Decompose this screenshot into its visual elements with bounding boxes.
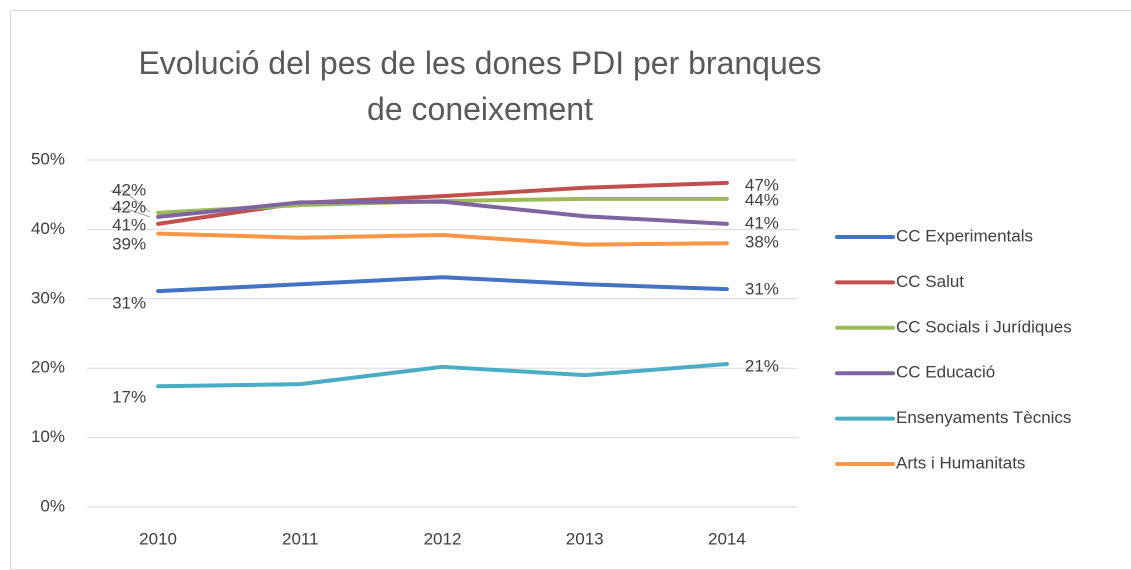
legend-label: CC Salut <box>896 272 964 291</box>
data-label: 42% <box>112 180 146 199</box>
data-label: 41% <box>745 213 779 232</box>
legend-label: CC Socials i Jurídiques <box>896 317 1072 336</box>
legend-label: Arts i Humanitats <box>896 453 1025 472</box>
y-tick-label: 10% <box>31 427 65 446</box>
data-label: 41% <box>112 215 146 234</box>
x-tick-label: 2011 <box>282 529 319 548</box>
x-tick-label: 2014 <box>708 529 746 548</box>
chart-title: Evolució del pes de les dones PDI per br… <box>138 45 822 127</box>
data-label: 39% <box>112 234 146 253</box>
leader-line <box>110 207 151 218</box>
series-line <box>156 180 729 226</box>
legend-label: Ensenyaments Tècnics <box>896 408 1071 427</box>
y-tick-label: 30% <box>31 288 65 307</box>
legend-label: CC Experimentals <box>896 226 1033 245</box>
x-tick-label: 2012 <box>424 529 462 548</box>
y-tick-label: 50% <box>31 149 65 168</box>
series-line <box>156 199 729 226</box>
y-tick-label: 0% <box>40 496 65 515</box>
data-label: 31% <box>112 293 146 312</box>
series-line <box>156 231 729 247</box>
x-tick-label: 2013 <box>566 529 604 548</box>
data-label: 44% <box>745 190 779 209</box>
data-label: 38% <box>745 232 779 251</box>
legend-label: CC Educació <box>896 363 995 382</box>
data-label: 17% <box>112 387 146 406</box>
data-label: 31% <box>745 279 779 298</box>
data-label: 47% <box>745 175 779 194</box>
y-tick-label: 20% <box>31 358 65 377</box>
series-line <box>156 275 729 294</box>
series-line <box>156 362 729 389</box>
data-label: 21% <box>745 356 779 375</box>
x-tick-label: 2010 <box>139 529 177 548</box>
y-tick-label: 40% <box>31 219 65 238</box>
data-label: 42% <box>112 197 146 216</box>
leader-line <box>110 190 151 213</box>
